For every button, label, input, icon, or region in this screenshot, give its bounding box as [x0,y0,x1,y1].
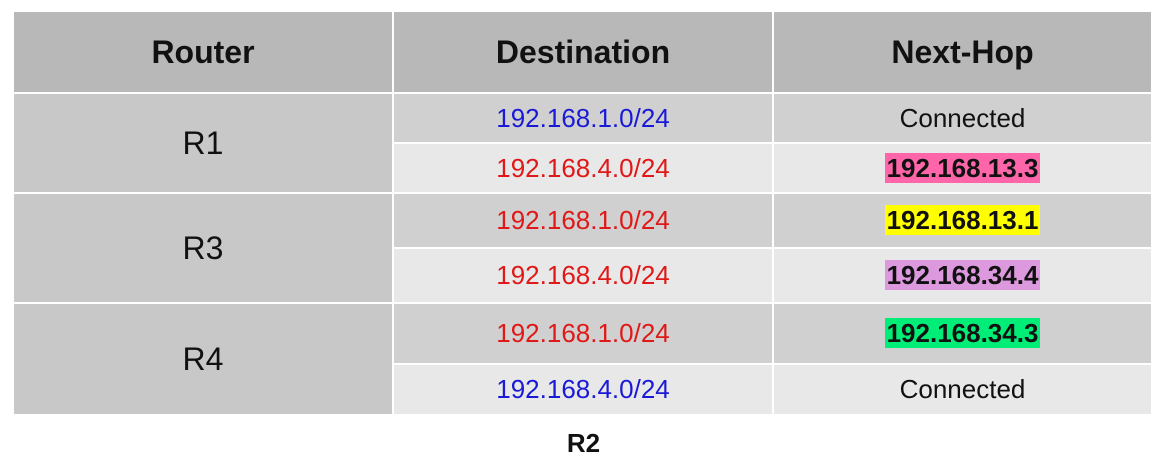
next-hop-cell: Connected [772,363,1153,416]
next-hop-highlight: 192.168.13.1 [884,205,1041,235]
table-row: 192.168.4.0/24 192.168.34.4 [13,247,1153,304]
next-hop-highlight: 192.168.34.3 [884,318,1041,348]
destination-text: 192.168.4.0/24 [496,374,670,404]
destination-text: 192.168.1.0/24 [496,318,670,348]
next-hop-highlight: 192.168.13.3 [884,152,1041,183]
column-header-destination: Destination [392,10,774,94]
destination-cell: 192.168.4.0/24 [392,142,774,194]
next-hop-text: Connected [899,102,1026,133]
next-hop-cell: 192.168.13.3 [772,142,1153,194]
table-row: R3 192.168.1.0/24 192.168.13.1 [12,192,1153,304]
destination-text: 192.168.4.0/24 [496,260,670,290]
table-row: 192.168.4.0/24 Connected [13,363,1153,416]
destination-cell: 192.168.1.0/24 [392,302,774,365]
destination-text: 192.168.1.0/24 [496,102,670,133]
next-hop-cell: 192.168.34.3 [772,302,1153,365]
next-hop-highlight: 192.168.34.4 [884,260,1041,290]
destination-cell: 192.168.4.0/24 [392,363,774,416]
next-hop-cell: 192.168.13.1 [772,192,1153,249]
next-hop-cell: 192.168.34.4 [772,247,1153,304]
router-cell-r3: R3 [12,192,394,304]
routing-table: Router Destination Next-Hop R1 192.168.1… [12,10,1153,416]
column-header-next-hop: Next-Hop [772,10,1153,94]
table-row: R1 192.168.1.0/24 Connected [12,92,1153,194]
header-row: Router Destination Next-Hop [12,10,1153,94]
diagram-caption: R2 [566,428,601,458]
table-row: R4 192.168.1.0/24 192.168.34.3 [12,302,1153,416]
table-row: 192.168.4.0/24 192.168.13.3 [13,142,1153,194]
next-hop-cell: Connected [772,92,1153,144]
column-header-router: Router [12,10,394,94]
destination-cell: 192.168.1.0/24 [392,92,774,144]
destination-cell: 192.168.1.0/24 [392,192,774,249]
destination-text: 192.168.1.0/24 [496,205,670,235]
destination-text: 192.168.4.0/24 [496,152,670,183]
router-cell-r1: R1 [12,92,394,194]
router-cell-r4: R4 [12,302,394,416]
destination-cell: 192.168.4.0/24 [392,247,774,304]
next-hop-text: Connected [899,374,1026,404]
